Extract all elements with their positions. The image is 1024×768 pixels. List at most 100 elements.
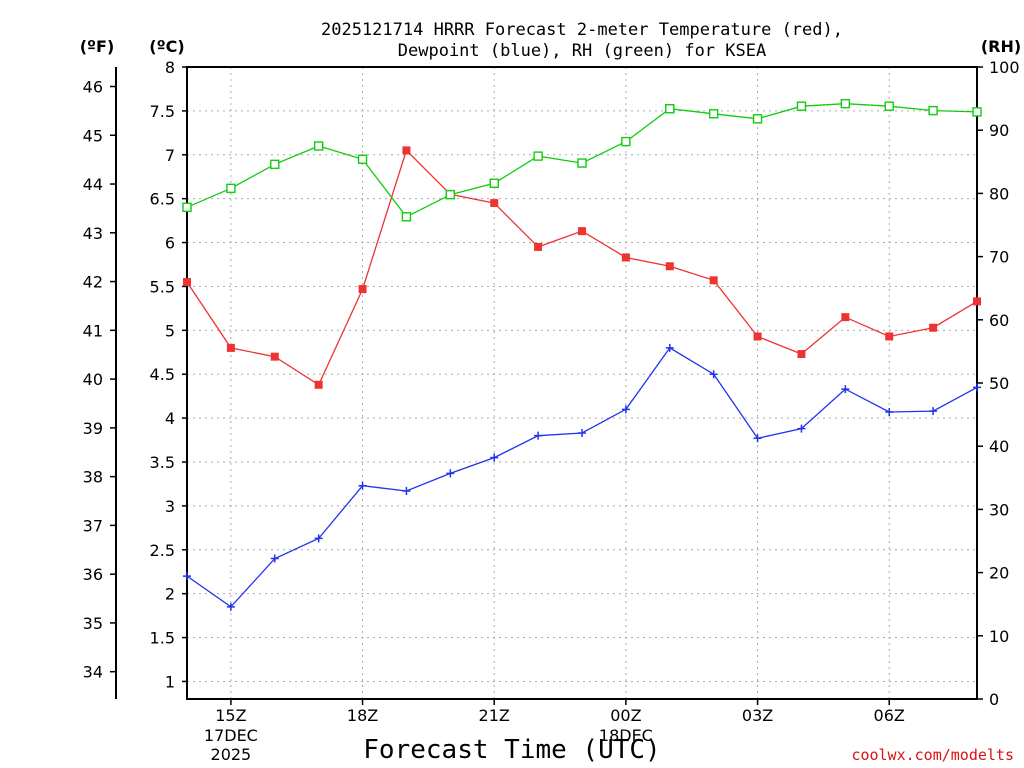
- temperature-point: [797, 350, 806, 359]
- celsius-tick-label: 5.5: [150, 277, 175, 296]
- rh-unit-label: (RH): [981, 37, 1021, 56]
- dewpoint-point: [885, 407, 894, 416]
- temperature-point: [753, 332, 762, 341]
- rh-point: [928, 105, 938, 116]
- fahrenheit-unit-label: (ºF): [80, 37, 115, 56]
- x-axis-label: Forecast Time (UTC): [363, 735, 660, 765]
- rh-point: [708, 109, 719, 119]
- dewpoint-line: [186, 347, 978, 608]
- rh-point: [401, 212, 412, 222]
- dewpoint-point: [490, 453, 499, 462]
- temperature-point: [929, 323, 938, 332]
- rh-tick-label: 100: [989, 58, 1020, 77]
- temperature-line: [186, 149, 978, 386]
- fahrenheit-tick-label: 41: [83, 321, 103, 340]
- dewpoint-point: [358, 481, 367, 490]
- dewpoint-point: [929, 407, 938, 416]
- fahrenheit-tick-label: 34: [83, 663, 103, 682]
- dewpoint-point: [841, 385, 850, 394]
- fahrenheit-tick-label: 40: [83, 370, 103, 389]
- dewpoint-point: [665, 343, 674, 352]
- rh-tick-label: 10: [989, 627, 1009, 646]
- temperature-point: [885, 332, 894, 341]
- series-layer: [182, 98, 982, 611]
- rh-point: [796, 101, 807, 111]
- temperature-point: [402, 146, 411, 155]
- temperature-point: [973, 297, 981, 306]
- celsius-tick-label: 7: [165, 146, 175, 165]
- rh-tick-label: 70: [989, 248, 1009, 267]
- temperature-point: [270, 352, 279, 361]
- dewpoint-point: [183, 572, 191, 581]
- rh-tick-label: 90: [989, 121, 1009, 140]
- chart-title-line1: 2025121714 HRRR Forecast 2-meter Tempera…: [321, 20, 843, 40]
- dewpoint-point: [226, 602, 235, 611]
- rh-point: [445, 189, 456, 200]
- dewpoint-point: [621, 405, 630, 414]
- rh-point: [270, 159, 280, 170]
- rh-tick-label: 60: [989, 311, 1009, 330]
- temperature-point: [534, 242, 543, 251]
- temperature-point: [578, 227, 586, 236]
- celsius-tick-label: 3: [165, 497, 175, 516]
- celsius-tick-label: 2: [165, 585, 175, 604]
- rh-point: [226, 183, 236, 194]
- dewpoint-point: [446, 469, 455, 478]
- x-tick-label: 03Z: [742, 706, 773, 725]
- celsius-tick-label: 7.5: [150, 102, 175, 121]
- temperature-point: [665, 262, 674, 271]
- celsius-tick-label: 1: [165, 672, 175, 691]
- rh-tick-label: 20: [989, 564, 1009, 583]
- fahrenheit-tick-label: 38: [83, 468, 103, 487]
- x-tick-date-label: 17DEC: [204, 726, 258, 745]
- rh-point: [621, 136, 631, 147]
- rh-point: [182, 202, 192, 213]
- rh-point: [665, 104, 675, 114]
- celsius-tick-label: 6.5: [150, 190, 175, 209]
- celsius-unit-label: (ºC): [149, 37, 184, 56]
- fahrenheit-tick-label: 39: [83, 419, 103, 438]
- x-tick-date-label: 18DEC: [599, 726, 653, 745]
- fahrenheit-tick-label: 45: [83, 126, 103, 145]
- credit-text: coolwx.com/modelts: [851, 746, 1014, 764]
- rh-tick-label: 0: [989, 690, 999, 709]
- fahrenheit-tick-label: 44: [83, 175, 103, 194]
- rh-tick-label: 50: [989, 374, 1009, 393]
- temperature-point: [841, 313, 850, 322]
- temperature-point: [226, 343, 235, 352]
- x-tick-label: 15Z: [215, 706, 246, 725]
- rh-point: [357, 154, 368, 164]
- temperature-point: [490, 199, 499, 208]
- celsius-tick-label: 4.5: [150, 365, 175, 384]
- x-tick-year-label: 2025: [211, 745, 252, 764]
- celsius-tick-label: 8: [165, 58, 175, 77]
- rh-point: [884, 101, 894, 111]
- rh-point: [489, 178, 499, 188]
- dewpoint-point: [753, 434, 762, 443]
- celsius-tick-label: 2.5: [150, 541, 175, 560]
- rh-tick-label: 30: [989, 500, 1009, 519]
- x-tick-label: 00Z: [610, 706, 641, 725]
- dewpoint-point: [270, 554, 279, 563]
- rh-point: [752, 114, 763, 124]
- chart-title-line2: Dewpoint (blue), RH (green) for KSEA: [398, 41, 766, 61]
- rh-point: [577, 158, 587, 168]
- dewpoint-point: [797, 424, 806, 433]
- y-axis-ticks: 1 1.5 2 2.5 3 3.5 4 4.5 5 5.5 6 6.5 7 7.5 8 34 35 36 37 38 3…: [83, 58, 1020, 709]
- celsius-tick-label: 5: [165, 321, 175, 340]
- temperature-point: [314, 380, 323, 389]
- temperature-point: [709, 276, 718, 285]
- celsius-tick-label: 1.5: [150, 629, 175, 648]
- celsius-tick-label: 4: [165, 409, 175, 428]
- dewpoint-point: [709, 370, 718, 379]
- x-tick-label: 06Z: [874, 706, 905, 725]
- x-tick-label: 21Z: [479, 706, 510, 725]
- dewpoint-point: [578, 429, 586, 438]
- rh-point: [972, 107, 982, 117]
- temperature-point: [621, 253, 630, 262]
- fahrenheit-tick-label: 43: [83, 224, 103, 243]
- fahrenheit-tick-label: 36: [83, 565, 103, 584]
- dewpoint-point: [973, 383, 981, 392]
